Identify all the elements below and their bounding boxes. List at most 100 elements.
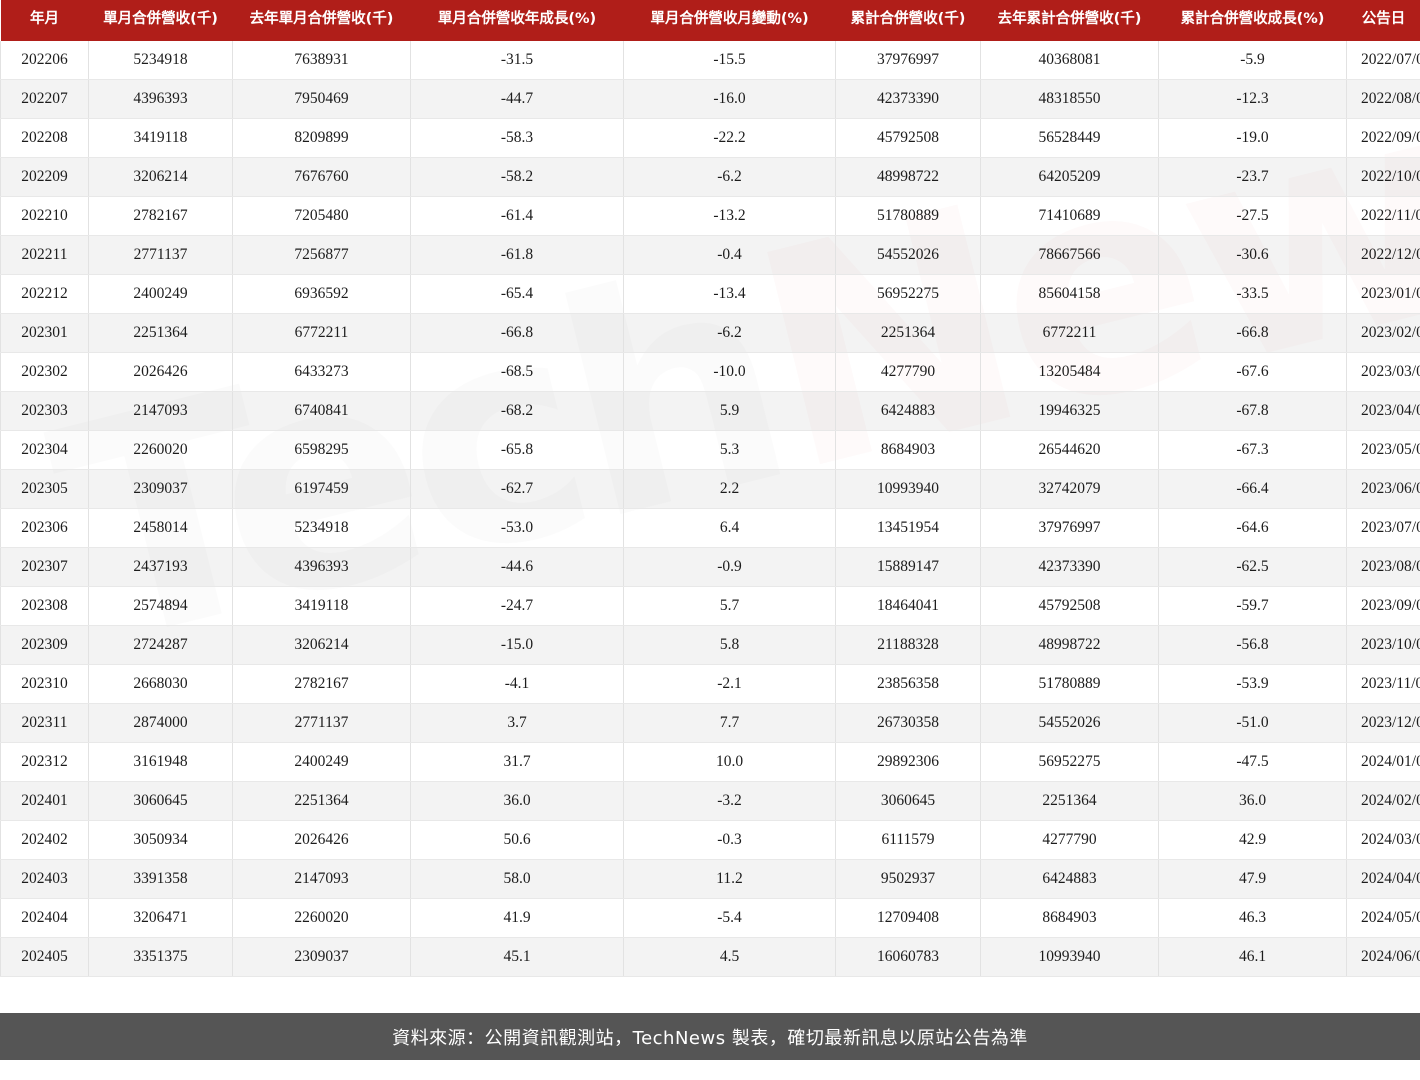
table-row: 202206 5234918 7638931 -31.5 -15.5 37976997 40… — [0, 40, 1420, 81]
table-cell: 2023/02/03 — [1346, 313, 1420, 354]
table-cell: -19.0 — [1158, 118, 1347, 159]
table-cell: -44.6 — [410, 547, 624, 588]
table-cell: 56528449 — [980, 118, 1159, 159]
table-cell: 2022/12/05 — [1346, 235, 1420, 276]
cell-period: 202312 — [0, 742, 89, 783]
table-cell: 5.9 — [623, 391, 836, 432]
table-row: 202404 3206471 2260020 41.9 -5.4 12709408 8684… — [0, 898, 1420, 939]
table-cell: 7205480 — [232, 196, 411, 237]
table-cell: 13205484 — [980, 352, 1159, 393]
table-cell: 2023/03/03 — [1346, 352, 1420, 393]
table-body: 202206 5234918 7638931 -31.5 -15.5 37976997 40… — [0, 40, 1420, 978]
table-cell: 6.4 — [623, 508, 836, 549]
table-row: 202302 2026426 6433273 -68.5 -10.0 4277790 132… — [0, 352, 1420, 393]
table-cell: -62.7 — [410, 469, 624, 510]
table-cell: 6424883 — [835, 391, 981, 432]
table-cell: 2022/07/08 — [1346, 40, 1420, 81]
table-cell: 2782167 — [88, 196, 233, 237]
table-cell: 6772211 — [232, 313, 411, 354]
table-cell: 2251364 — [232, 781, 411, 822]
table-cell: 5234918 — [88, 40, 233, 81]
column-header-2[interactable]: 去年單月合併營收(千) — [232, 0, 411, 41]
table-cell: 8209899 — [232, 118, 411, 159]
cell-period: 202209 — [0, 157, 89, 198]
table-cell: -6.2 — [623, 157, 836, 198]
table-cell: 18464041 — [835, 586, 981, 627]
table-cell: 3419118 — [232, 586, 411, 627]
table-cell: -59.7 — [1158, 586, 1347, 627]
table-cell: 4396393 — [232, 547, 411, 588]
table-cell: -62.5 — [1158, 547, 1347, 588]
cell-period: 202401 — [0, 781, 89, 822]
table-cell: -65.4 — [410, 274, 624, 315]
table-cell: -66.8 — [1158, 313, 1347, 354]
cell-period: 202309 — [0, 625, 89, 666]
table-cell: 2309037 — [232, 937, 411, 978]
table-cell: 7256877 — [232, 235, 411, 276]
table-row: 202207 4396393 7950469 -44.7 -16.0 42373390 48… — [0, 79, 1420, 120]
table-cell: 46.3 — [1158, 898, 1347, 939]
table-cell: 2251364 — [88, 313, 233, 354]
table-cell: -5.4 — [623, 898, 836, 939]
table-row: 202211 2771137 7256877 -61.8 -0.4 54552026 786… — [0, 235, 1420, 276]
table-cell: 3161948 — [88, 742, 233, 783]
table-cell: 2771137 — [232, 703, 411, 744]
table-row: 202305 2309037 6197459 -62.7 2.2 10993940 3274… — [0, 469, 1420, 510]
table-row: 202304 2260020 6598295 -65.8 5.3 8684903 26544… — [0, 430, 1420, 471]
table-cell: -67.8 — [1158, 391, 1347, 432]
table-cell: 31.7 — [410, 742, 624, 783]
monthly-revenue-table: 年月 單月合併營收(千) 去年單月合併營收(千) 單月合併營收年成長(%) 單月合併營收… — [0, 0, 1420, 978]
table-cell: 21188328 — [835, 625, 981, 666]
table-cell: 12709408 — [835, 898, 981, 939]
cell-period: 202208 — [0, 118, 89, 159]
table-cell: -15.0 — [410, 625, 624, 666]
table-cell: 6111579 — [835, 820, 981, 861]
table-cell: -65.8 — [410, 430, 624, 471]
cell-period: 202403 — [0, 859, 89, 900]
table-cell: 78667566 — [980, 235, 1159, 276]
table-cell: -0.4 — [623, 235, 836, 276]
table-cell: 2024/03/05 — [1346, 820, 1420, 861]
table-cell: 2026426 — [232, 820, 411, 861]
table-cell: -0.3 — [623, 820, 836, 861]
table-cell: 45.1 — [410, 937, 624, 978]
table-cell: 2024/04/03 — [1346, 859, 1420, 900]
table-cell: 10993940 — [835, 469, 981, 510]
column-header-1[interactable]: 單月合併營收(千) — [88, 0, 233, 41]
column-header-0[interactable]: 年月 — [0, 0, 89, 41]
table-cell: 2022/08/03 — [1346, 79, 1420, 120]
table-cell: -23.7 — [1158, 157, 1347, 198]
table-row: 202307 2437193 4396393 -44.6 -0.9 15889147 423… — [0, 547, 1420, 588]
table-row: 202402 3050934 2026426 50.6 -0.3 6111579 42777… — [0, 820, 1420, 861]
column-header-3[interactable]: 單月合併營收年成長(%) — [410, 0, 624, 41]
table-cell: 23856358 — [835, 664, 981, 705]
table-cell: 36.0 — [410, 781, 624, 822]
column-header-7[interactable]: 累計合併營收成長(%) — [1158, 0, 1347, 41]
table-cell: -33.5 — [1158, 274, 1347, 315]
table-cell: 3351375 — [88, 937, 233, 978]
table-cell: -51.0 — [1158, 703, 1347, 744]
table-cell: 2023/05/03 — [1346, 430, 1420, 471]
table-cell: 48998722 — [835, 157, 981, 198]
table-cell: 3206214 — [232, 625, 411, 666]
table-cell: 6598295 — [232, 430, 411, 471]
table-cell: 2574894 — [88, 586, 233, 627]
column-header-8[interactable]: 公告日 — [1346, 0, 1420, 41]
table-row: 202311 2874000 2771137 3.7 7.7 26730358 545520… — [0, 703, 1420, 744]
table-cell: 48998722 — [980, 625, 1159, 666]
table-row: 202309 2724287 3206214 -15.0 5.8 21188328 4899… — [0, 625, 1420, 666]
column-header-5[interactable]: 累計合併營收(千) — [835, 0, 981, 41]
table-cell: 71410689 — [980, 196, 1159, 237]
column-header-4[interactable]: 單月合併營收月變動(%) — [623, 0, 836, 41]
table-cell: -3.2 — [623, 781, 836, 822]
table-cell: 2023/11/03 — [1346, 664, 1420, 705]
table-row: 202306 2458014 5234918 -53.0 6.4 13451954 3797… — [0, 508, 1420, 549]
column-header-6[interactable]: 去年累計合併營收(千) — [980, 0, 1159, 41]
table-cell: 37976997 — [835, 40, 981, 81]
table-cell: 2400249 — [232, 742, 411, 783]
cell-period: 202306 — [0, 508, 89, 549]
table-cell: 2724287 — [88, 625, 233, 666]
table-row: 202401 3060645 2251364 36.0 -3.2 3060645 22513… — [0, 781, 1420, 822]
table-cell: -24.7 — [410, 586, 624, 627]
